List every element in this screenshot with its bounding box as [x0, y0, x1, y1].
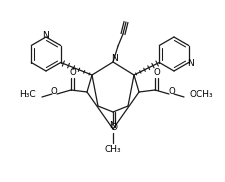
Text: N: N [109, 122, 116, 130]
Text: O: O [69, 68, 76, 78]
Text: N: N [43, 31, 49, 41]
Text: H₃C: H₃C [19, 90, 36, 100]
Text: OCH₃: OCH₃ [189, 90, 213, 100]
Text: N: N [187, 59, 193, 68]
Text: O: O [110, 124, 117, 132]
Text: CH₃: CH₃ [104, 145, 121, 153]
Text: O: O [153, 68, 160, 78]
Text: N: N [111, 54, 118, 64]
Text: O: O [168, 88, 175, 96]
Text: O: O [50, 88, 57, 96]
